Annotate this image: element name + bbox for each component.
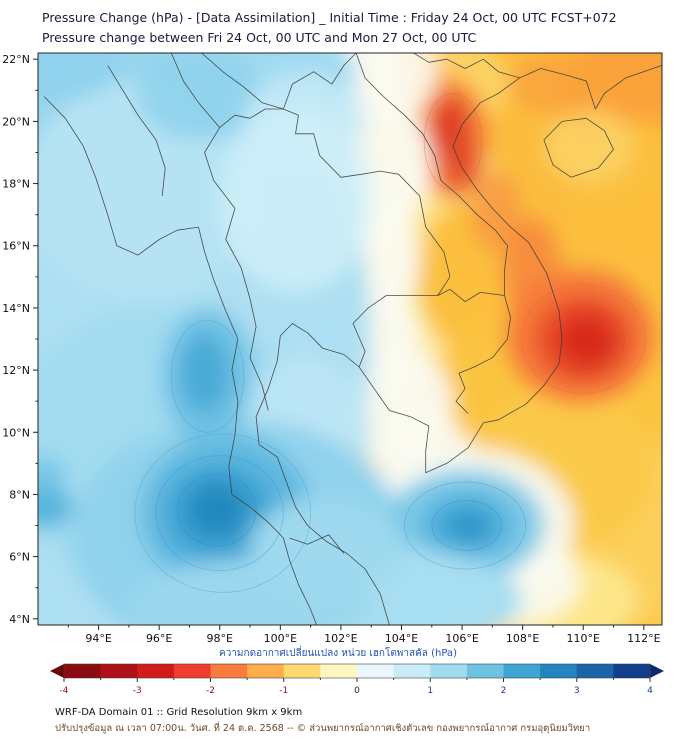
svg-text:96°E: 96°E: [146, 632, 172, 645]
myanmar-interior-2: [107, 65, 166, 197]
coast-bay-of-bengal-andaman: [43, 96, 318, 625]
border-thailand-malaysia: [289, 534, 345, 554]
svg-text:100°E: 100°E: [264, 632, 297, 645]
border-china-vietnam: [413, 53, 520, 79]
map-plot-area: [37, 52, 663, 626]
svg-text:98°E: 98°E: [207, 632, 233, 645]
svg-text:20°N: 20°N: [2, 115, 30, 128]
svg-text:10°N: 10°N: [2, 426, 30, 439]
svg-text:1: 1: [427, 686, 433, 696]
svg-text:22°N: 22°N: [2, 53, 30, 66]
svg-text:-2: -2: [206, 686, 215, 696]
svg-text:-3: -3: [133, 686, 142, 696]
colorbar-right-arrow: [650, 664, 664, 678]
border-cambodia-vietnam-laos: [437, 288, 511, 414]
svg-text:8°N: 8°N: [9, 488, 30, 501]
border-myanmar-china-laos: [201, 53, 357, 110]
coast-gulf-and-vietnam: [255, 65, 662, 625]
contour-rings-layer: [134, 93, 646, 593]
hainan-island: [543, 117, 614, 178]
colorbar-title: ความกดอากาศเปลี่ยนแปลง หน่วย เฮกโตพาสคัล…: [219, 648, 457, 659]
pressure-change-map: 94°E 96°E 98°E 100°E 102°E 104°E 106°E 108°E 110…: [2, 52, 663, 645]
chart-header: Pressure Change (hPa) - [Data Assimilati…: [0, 0, 676, 48]
svg-text:-1: -1: [279, 686, 288, 696]
page-title-line-1: Pressure Change (hPa) - [Data Assimilati…: [42, 10, 617, 25]
border-laos-vietnam: [355, 53, 508, 296]
chart-footer: WRF-DA Domain 01 :: Grid Resolution 9km …: [0, 706, 676, 735]
svg-text:16°N: 16°N: [2, 240, 30, 253]
svg-text:0: 0: [354, 686, 360, 696]
border-thailand-laos-cambodia: [283, 108, 451, 368]
country-borders-layer: [43, 53, 662, 625]
svg-text:94°E: 94°E: [85, 632, 111, 645]
svg-text:-4: -4: [60, 686, 69, 696]
svg-text:104°E: 104°E: [385, 632, 418, 645]
svg-text:4: 4: [647, 686, 653, 696]
pressure-field-layer: [38, 53, 662, 625]
svg-text:6°N: 6°N: [9, 551, 30, 564]
footer-credit: ปรับปรุงข้อมูล ณ เวลา 07:00น. วันศ. ที่ …: [55, 723, 591, 734]
map-axes: 94°E 96°E 98°E 100°E 102°E 104°E 106°E 108°E 110…: [2, 53, 660, 645]
page-title-line-2: Pressure change between Fri 24 Oct, 00 U…: [42, 30, 477, 45]
colorbar: -4 -3 -2 -1 0 1 2 3 4: [50, 663, 664, 696]
svg-text:3: 3: [574, 686, 580, 696]
svg-text:2: 2: [501, 686, 507, 696]
svg-text:102°E: 102°E: [324, 632, 357, 645]
svg-text:18°N: 18°N: [2, 178, 30, 191]
svg-text:112°E: 112°E: [627, 632, 660, 645]
footer-domain-info: WRF-DA Domain 01 :: Grid Resolution 9km …: [55, 707, 303, 718]
svg-text:12°N: 12°N: [2, 364, 30, 377]
colorbar-left-arrow: [50, 664, 64, 678]
svg-text:108°E: 108°E: [506, 632, 539, 645]
svg-text:110°E: 110°E: [567, 632, 600, 645]
border-thailand-myanmar: [204, 108, 284, 411]
svg-text:106°E: 106°E: [445, 632, 478, 645]
svg-text:4°N: 4°N: [9, 613, 30, 626]
svg-text:14°N: 14°N: [2, 302, 30, 315]
myanmar-interior-1: [170, 53, 221, 128]
